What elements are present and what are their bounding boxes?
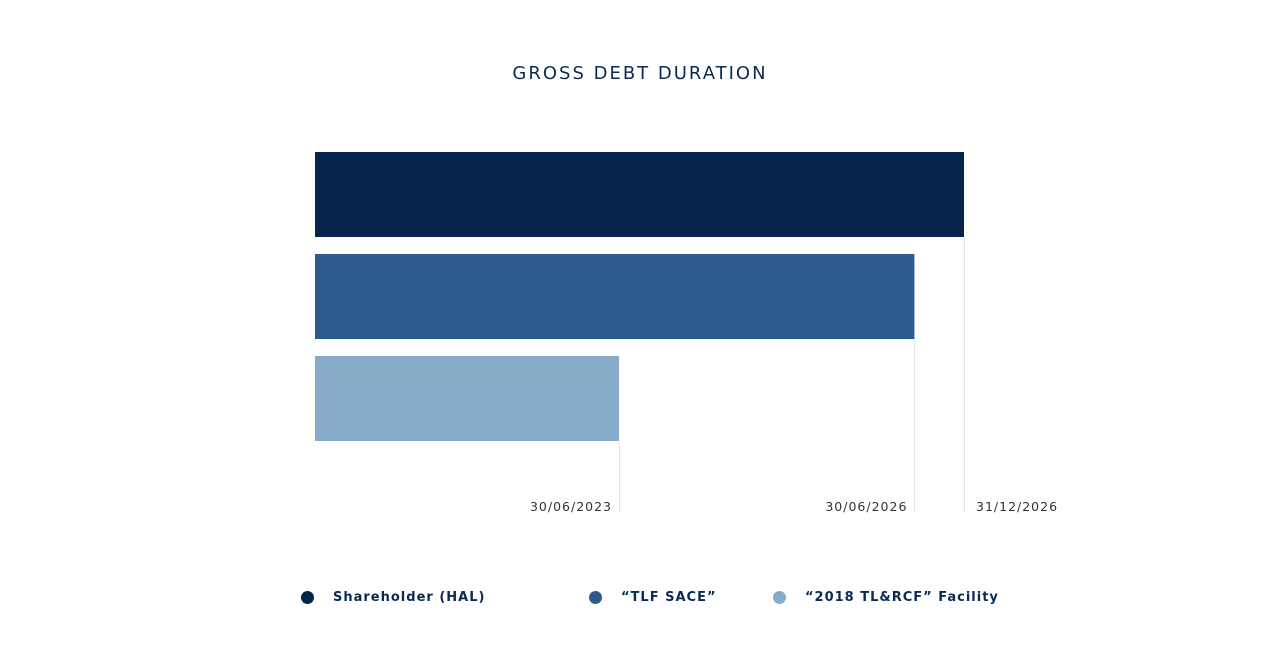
- bars: [315, 152, 964, 441]
- tick-label-2: 31/12/2026: [976, 499, 1058, 514]
- tick-labels: 30/06/2023 30/06/2026 31/12/2026: [530, 499, 1058, 514]
- tick-label-0: 30/06/2023: [530, 499, 612, 514]
- chart-title: GROSS DEBT DURATION: [512, 63, 768, 84]
- legend-item-shareholder: Shareholder (HAL): [301, 590, 485, 605]
- legend-label: “TLF SACE”: [621, 590, 717, 605]
- legend-dot-icon: [589, 591, 602, 604]
- legend-dot-icon: [773, 591, 786, 604]
- legend-label: “2018 TL&RCF” Facility: [805, 590, 999, 605]
- legend: Shareholder (HAL) “TLF SACE” “2018 TL&RC…: [0, 590, 1280, 610]
- bar-0: [315, 152, 964, 237]
- legend-item-tlf-sace: “TLF SACE”: [589, 590, 717, 605]
- bar-1: [315, 254, 915, 339]
- legend-label: Shareholder (HAL): [333, 590, 486, 605]
- tick-label-1: 30/06/2026: [825, 499, 907, 514]
- gridlines: [619, 237, 965, 511]
- legend-item-2018-tl-rcf: “2018 TL&RCF” Facility: [773, 590, 999, 605]
- bar-chart: 30/06/2023 30/06/2026 31/12/2026: [315, 152, 1058, 514]
- legend-dot-icon: [301, 591, 314, 604]
- bar-2: [315, 356, 619, 441]
